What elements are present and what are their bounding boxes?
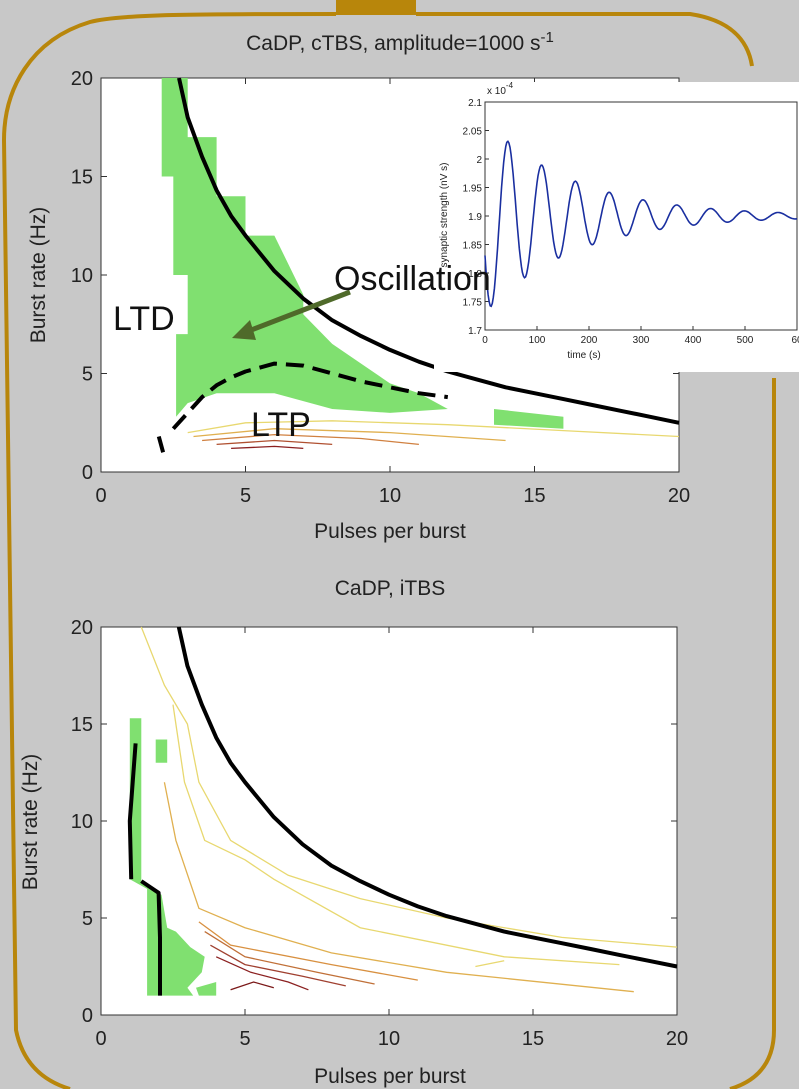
inset-series-line-0 <box>484 140 798 308</box>
inset-axis-ticks: 0 100 200 300 400 500 60 1.7 1.75 1.8 1.85 1.9 1.95 2… <box>463 98 799 346</box>
bottom-boundary-lines <box>127 626 678 996</box>
inset-x-tick-label: 300 <box>633 335 650 346</box>
bottom-contour-line-6 <box>215 956 309 991</box>
bottom-y-tick-label: 5 <box>82 908 93 930</box>
bottom-oscillation-regions <box>129 718 217 996</box>
bottom-contour-line-7 <box>230 981 274 991</box>
inset-y-tick-label: 1.85 <box>463 241 483 252</box>
decorative-frame <box>1 0 776 1089</box>
top-boundary-line-2 <box>156 435 166 453</box>
top-boundary-line-0 <box>177 77 680 425</box>
top-y-tick-label: 20 <box>71 68 93 90</box>
top-x-tick-label: 20 <box>668 485 690 507</box>
inset-chart: 0 100 200 300 400 500 60 1.7 1.75 1.8 1.85 1.9 1.95 2… <box>434 81 799 372</box>
top-oscillation-regions <box>161 78 564 429</box>
oscillation-callout: Oscillation <box>232 260 491 340</box>
bottom-contour-lines <box>140 626 678 993</box>
inset-y-axis-label: synaptic strength (nV s) <box>439 162 450 267</box>
bottom-contour-line-4 <box>204 931 375 985</box>
inset-y-tick-label: 2 <box>476 155 482 166</box>
bottom-x-tick-label: 10 <box>378 1028 400 1050</box>
top-x-tick-label: 10 <box>379 485 401 507</box>
bottom-boundary-line-0 <box>176 626 678 969</box>
bottom-oscillation-region-1 <box>196 982 217 996</box>
top-chart-title: CaDP, cTBS, amplitude=1000 s-1 <box>246 29 554 55</box>
top-y-tick-label: 5 <box>82 364 93 386</box>
bottom-contour-line-2 <box>163 782 634 993</box>
bottom-x-axis-label: Pulses per burst <box>314 1065 466 1088</box>
ltd-annotation: LTD <box>113 300 175 338</box>
top-x-tick-label: 0 <box>95 485 106 507</box>
top-contour-line-2 <box>202 433 419 446</box>
top-oscillation-region-1 <box>494 409 564 429</box>
inset-y-tick-label: 1.75 <box>463 298 483 309</box>
top-y-axis-label: Burst rate (Hz) <box>27 207 50 344</box>
inset-x-tick-label: 500 <box>737 335 754 346</box>
bottom-contour-line-5 <box>210 944 346 987</box>
bottom-y-tick-label: 10 <box>71 811 93 833</box>
top-x-tick-label: 5 <box>240 485 251 507</box>
bottom-chart-title: CaDP, iTBS <box>335 577 446 600</box>
top-contour-line-3 <box>216 439 333 446</box>
inset-y-tick-label: 1.9 <box>468 212 482 223</box>
bottom-contour-line-1 <box>172 704 620 966</box>
bottom-oscillation-region-0 <box>129 718 205 996</box>
bottom-x-tick-label: 20 <box>666 1028 688 1050</box>
top-y-tick-label: 15 <box>71 167 93 189</box>
top-boundary-line-1 <box>171 361 449 431</box>
bottom-y-tick-label: 0 <box>82 1005 93 1027</box>
bottom-x-tick-label: 15 <box>522 1028 544 1050</box>
top-boundary-lines <box>156 77 680 453</box>
inset-y-tick-label: 1.7 <box>468 326 482 337</box>
bottom-x-tick-label: 5 <box>239 1028 250 1050</box>
inset-x-axis-label: time (s) <box>567 350 600 361</box>
oscillation-arrow-head <box>232 320 256 340</box>
inset-y-tick-label: 1.8 <box>468 269 482 280</box>
bottom-axis-ticks: 0 5 10 15 20 0 5 10 15 20 <box>71 617 688 1050</box>
bottom-contour-line-0 <box>140 626 678 948</box>
top-contour-line-1 <box>193 428 506 442</box>
bottom-chart: CaDP, iTBS 0 5 10 15 20 0 5 10 15 20 Pulses per b… <box>19 577 688 1088</box>
bottom-contour-line-8 <box>475 960 505 968</box>
inset-y-exponent: x 10-4 <box>487 81 514 97</box>
inset-x-tick-label: 100 <box>529 335 546 346</box>
inset-x-tick-label: 200 <box>581 335 598 346</box>
top-contour-line-4 <box>231 445 304 450</box>
top-y-tick-label: 10 <box>71 265 93 287</box>
inset-series <box>484 140 798 308</box>
frame-outline <box>1 12 776 1089</box>
top-contour-line-0 <box>187 420 680 438</box>
bottom-boundary-line-2 <box>140 879 162 996</box>
inset-y-tick-label: 1.95 <box>463 184 483 195</box>
top-oscillation-region-0 <box>161 78 448 417</box>
inset-y-tick-label: 2.05 <box>463 127 483 138</box>
inset-x-tick-label: 400 <box>685 335 702 346</box>
frame-tab <box>336 0 416 15</box>
top-x-axis-label: Pulses per burst <box>314 520 466 543</box>
bottom-contour-line-3 <box>198 921 418 981</box>
top-y-tick-label: 0 <box>82 462 93 484</box>
bottom-boundary-line-1 <box>127 743 138 880</box>
bottom-y-tick-label: 20 <box>71 617 93 639</box>
top-contour-lines <box>187 420 680 450</box>
bottom-y-axis-label: Burst rate (Hz) <box>19 754 42 891</box>
oscillation-arrow-shaft <box>245 289 351 335</box>
oscillation-annotation: Oscillation <box>334 260 491 298</box>
bottom-x-tick-label: 0 <box>95 1028 106 1050</box>
inset-x-tick-label: 60 <box>791 335 799 346</box>
inset-x-tick-label: 0 <box>482 335 488 346</box>
inset-plot-area <box>484 101 798 331</box>
bottom-y-tick-label: 15 <box>71 714 93 736</box>
bottom-oscillation-region-2 <box>155 739 168 763</box>
top-x-tick-label: 15 <box>523 485 545 507</box>
ltp-annotation: LTP <box>251 406 311 444</box>
inset-y-tick-label: 2.1 <box>468 98 482 109</box>
